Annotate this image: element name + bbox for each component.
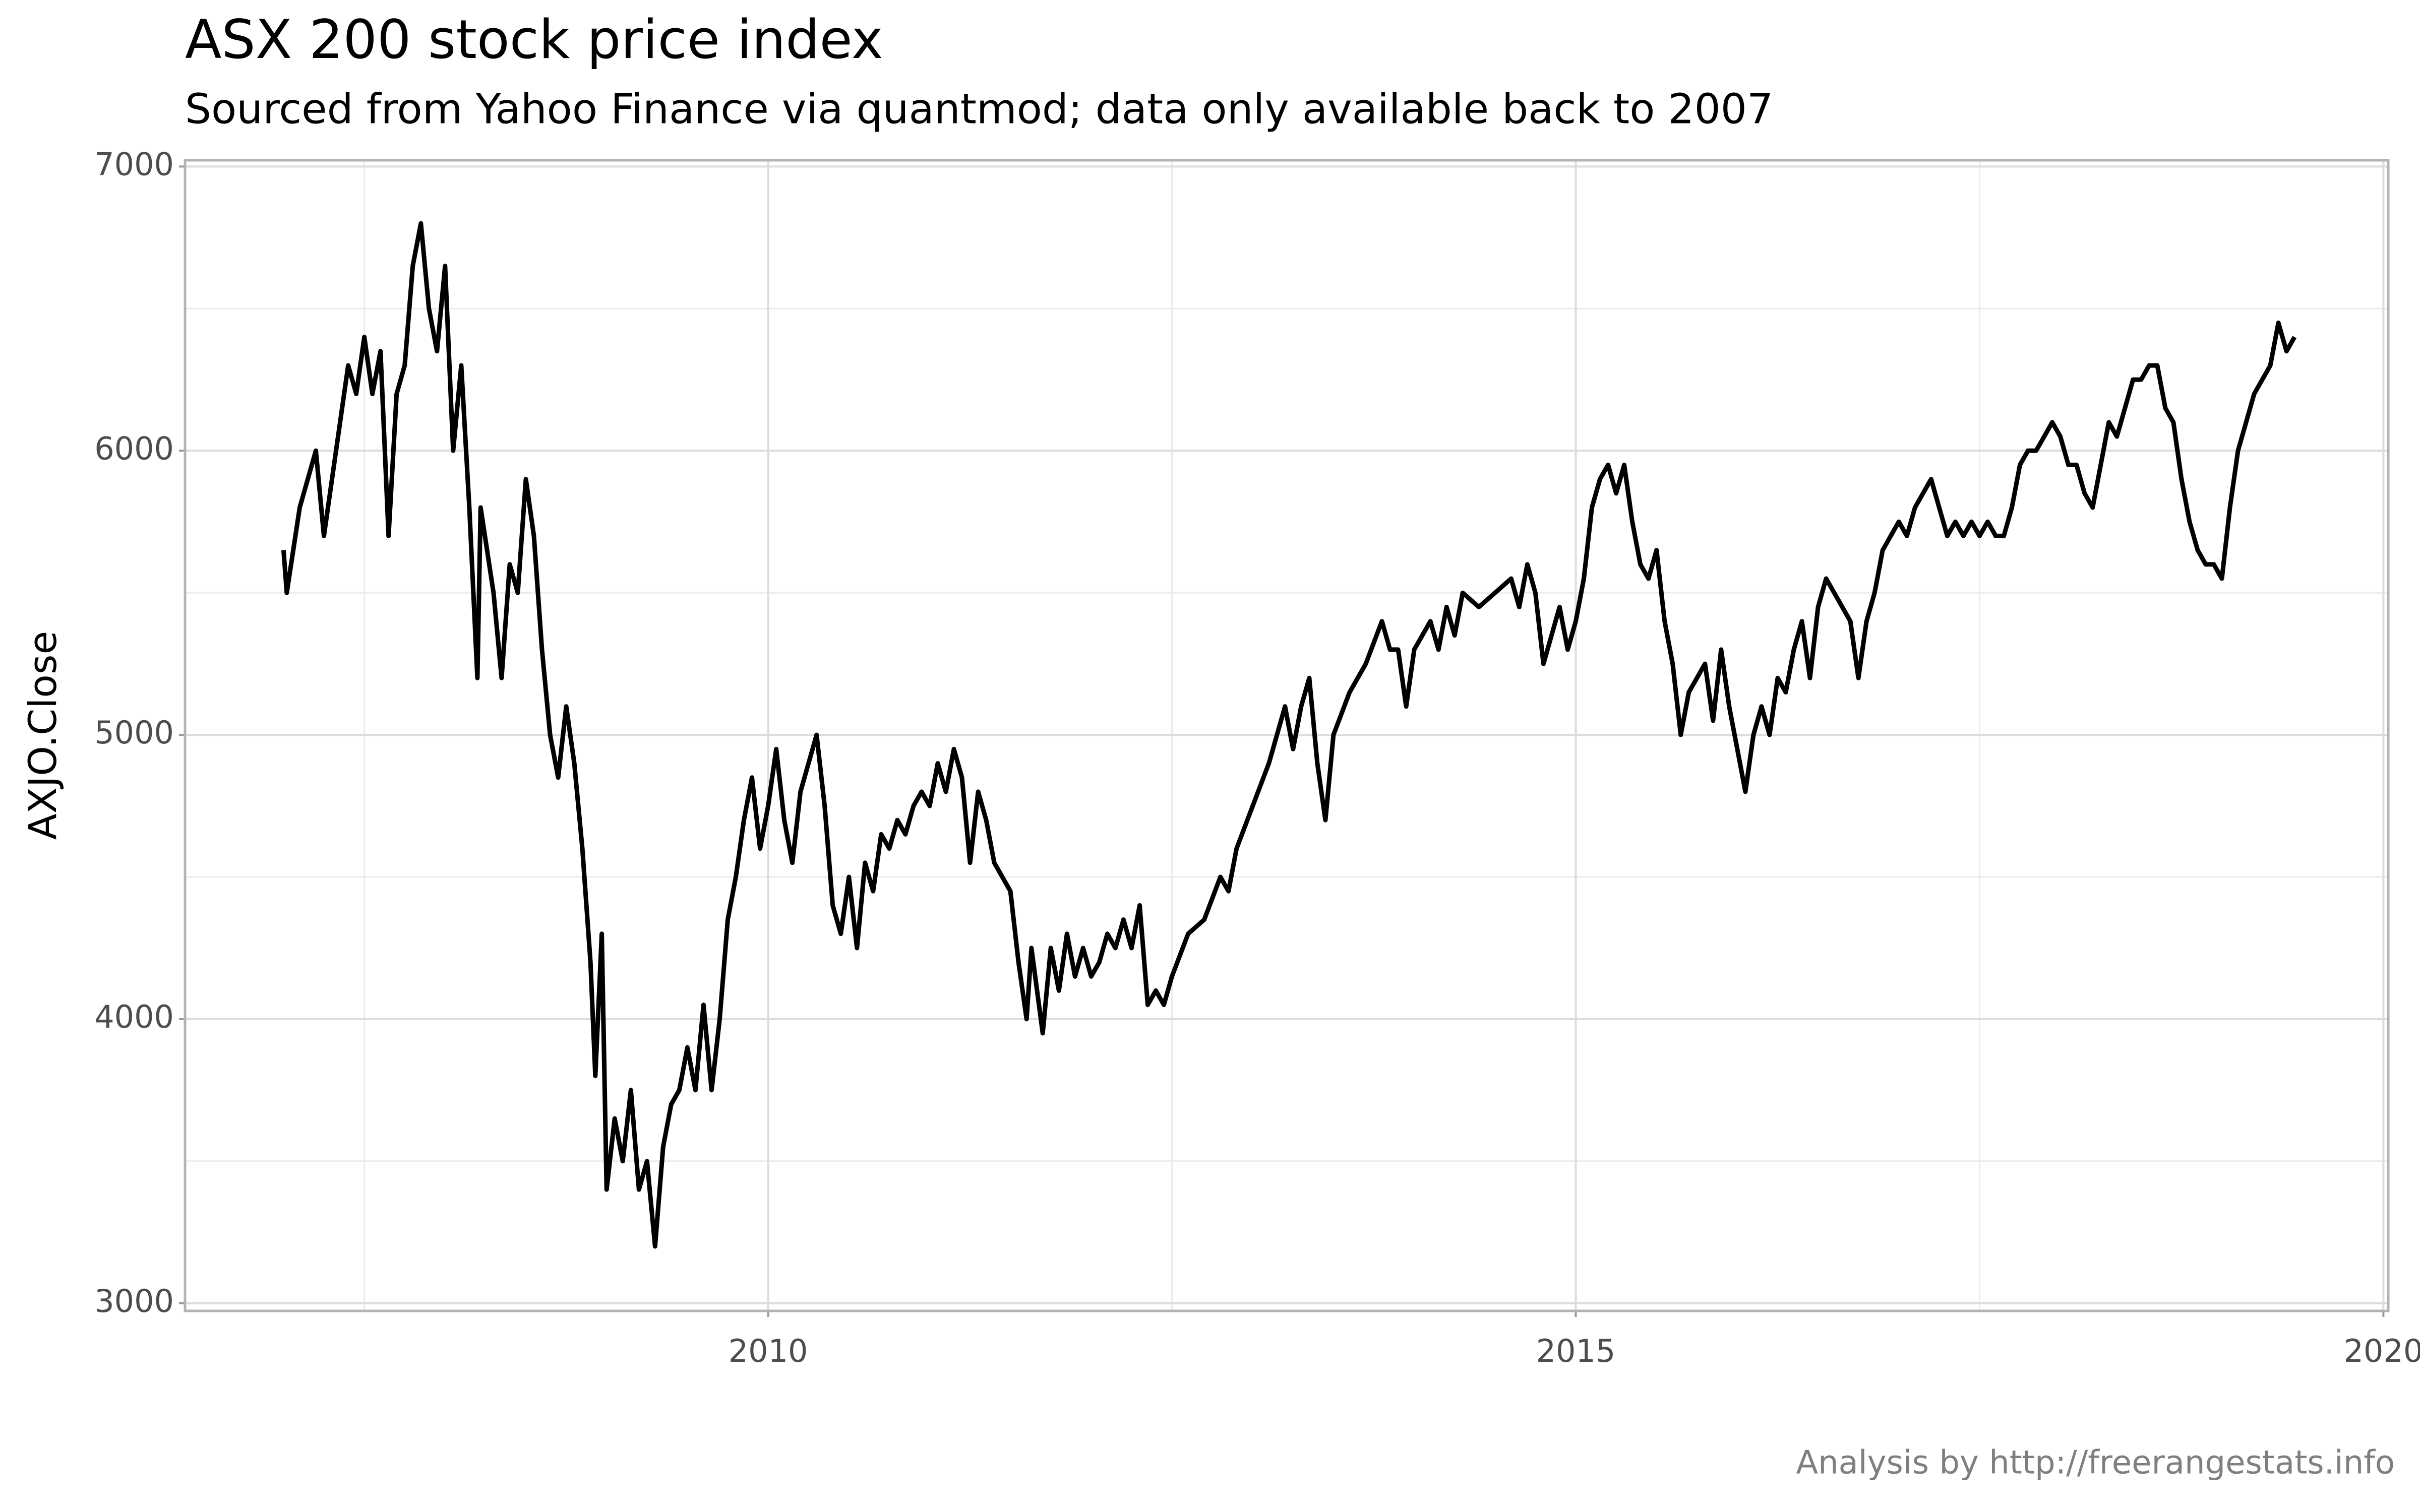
chart-title: ASX 200 stock price index bbox=[185, 9, 883, 71]
x-tick-label: 2010 bbox=[729, 1333, 808, 1369]
x-tick-label: 2020 bbox=[2343, 1333, 2420, 1369]
y-tick-label: 3000 bbox=[94, 1283, 174, 1319]
x-tick-label: 2015 bbox=[1536, 1333, 1616, 1369]
y-axis-label: AXJO.Close bbox=[20, 631, 65, 840]
y-tick-label: 4000 bbox=[94, 998, 174, 1035]
chart-subtitle: Sourced from Yahoo Finance via quantmod;… bbox=[185, 85, 1773, 133]
panel-border bbox=[184, 159, 2390, 1312]
caption: Analysis by http://freerangestats.info bbox=[1796, 1444, 2395, 1482]
y-tick-label: 7000 bbox=[94, 146, 174, 182]
y-tick-label: 5000 bbox=[94, 714, 174, 751]
y-tick-label: 6000 bbox=[94, 430, 174, 467]
price-line bbox=[281, 221, 2297, 1249]
